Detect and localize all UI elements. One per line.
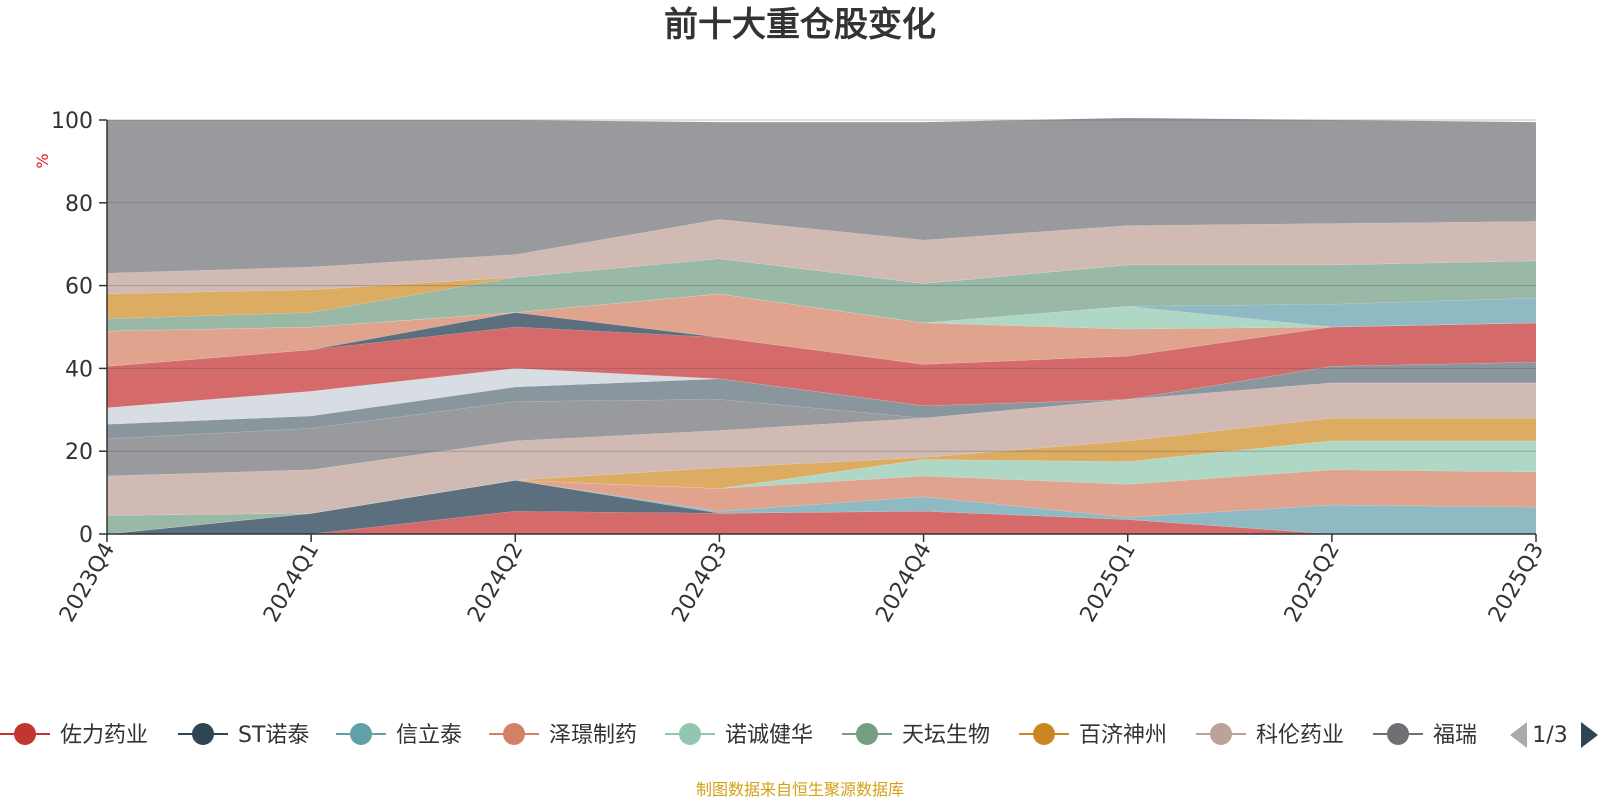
legend[interactable]: 佐力药业 ST诺泰 信立泰 泽璟制药 诺诚健华 天坛生物 百济神州 科伦药业 福瑞 — [0, 723, 1477, 748]
x-tick-label-0: 2023Q4 — [55, 539, 120, 627]
area-band-3[interactable] — [106, 469, 1537, 535]
y-tick-label-2: 40 — [65, 357, 93, 382]
legend-label-0: 佐力药业 — [60, 723, 148, 748]
legend-item-4[interactable]: 诺诚健华 — [665, 723, 813, 748]
legend-prev-icon[interactable] — [1510, 722, 1527, 748]
legend-marker-6 — [1033, 723, 1055, 745]
legend-marker-7 — [1210, 723, 1232, 745]
legend-marker-0 — [14, 723, 36, 745]
legend-item-1[interactable]: ST诺泰 — [178, 723, 309, 748]
legend-label-5: 天坛生物 — [902, 723, 990, 748]
area-band-7[interactable] — [106, 382, 1537, 516]
legend-next-icon[interactable] — [1581, 722, 1598, 748]
area-band-1[interactable] — [106, 479, 1536, 535]
area-band-15[interactable] — [106, 293, 1537, 332]
y-tick-label-5: 100 — [51, 109, 93, 134]
legend-marker-5 — [856, 723, 878, 745]
legend-label-7: 科伦药业 — [1256, 723, 1344, 748]
y-axis-unit: % — [33, 153, 52, 168]
legend-label-6: 百济神州 — [1079, 723, 1167, 748]
data-source-note: 制图数据来自恒生聚源数据库 — [696, 780, 904, 799]
legend-item-2[interactable]: 信立泰 — [336, 723, 462, 748]
legend-label-2: 信立泰 — [396, 723, 462, 748]
area-band-19[interactable] — [106, 117, 1537, 274]
legend-marker-2 — [350, 723, 372, 745]
legend-label-8: 福瑞 — [1433, 723, 1477, 748]
legend-marker-4 — [679, 723, 701, 745]
legend-item-6[interactable]: 百济神州 — [1019, 723, 1167, 748]
area-band-2[interactable] — [106, 479, 1537, 535]
legend-label-4: 诺诚健华 — [725, 723, 813, 748]
y-tick-label-0: 0 — [79, 523, 93, 548]
legend-item-8[interactable]: 福瑞 — [1373, 723, 1477, 748]
grid-lines — [107, 119, 1536, 452]
y-tick-label-3: 60 — [65, 275, 93, 300]
x-tick-label-2: 2024Q2 — [463, 539, 528, 627]
area-band-13[interactable] — [106, 293, 1537, 367]
legend-label-3: 泽璟制药 — [549, 723, 637, 748]
legend-item-0[interactable]: 佐力药业 — [0, 723, 148, 748]
legend-marker-1 — [192, 723, 214, 745]
legend-item-5[interactable]: 天坛生物 — [842, 723, 990, 748]
x-tick-label-6: 2025Q2 — [1280, 539, 1345, 627]
x-tick-label-3: 2024Q3 — [667, 539, 732, 627]
legend-item-3[interactable]: 泽璟制药 — [489, 723, 637, 748]
y-tick-label-4: 80 — [65, 192, 93, 217]
legend-item-7[interactable]: 科伦药业 — [1196, 723, 1344, 748]
x-tick-label-4: 2024Q4 — [871, 539, 936, 627]
area-band-4[interactable] — [106, 440, 1537, 535]
legend-page-indicator: 1/3 — [1532, 723, 1567, 748]
legend-label-1: ST诺泰 — [238, 723, 309, 748]
legend-marker-3 — [503, 723, 525, 745]
y-tick-label-1: 20 — [65, 440, 93, 465]
area-bands — [106, 117, 1537, 535]
chart-title: 前十大重仓股变化 — [664, 5, 936, 45]
x-tick-label-7: 2025Q3 — [1484, 539, 1549, 627]
x-tick-label-5: 2025Q1 — [1076, 539, 1141, 627]
x-tick-label-1: 2024Q1 — [259, 539, 324, 627]
legend-marker-8 — [1387, 723, 1409, 745]
legend-pager[interactable]: 1/3 — [1510, 722, 1598, 748]
